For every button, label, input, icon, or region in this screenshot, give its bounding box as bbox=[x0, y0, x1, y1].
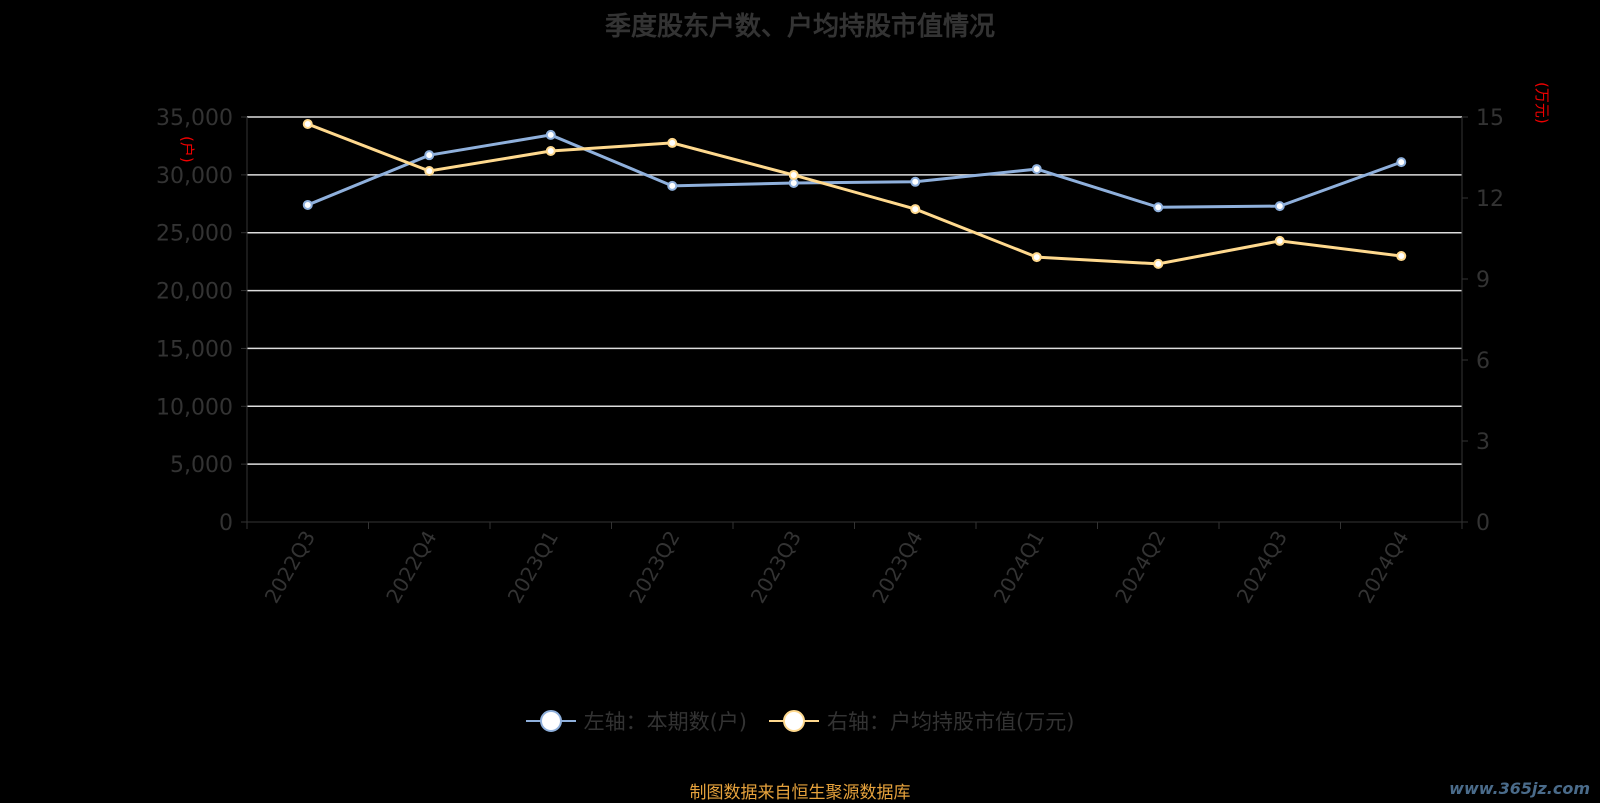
data-point bbox=[667, 137, 678, 148]
right-tick-label: 15 bbox=[1476, 106, 1504, 131]
data-point bbox=[545, 146, 556, 157]
data-point bbox=[910, 204, 921, 215]
data-point bbox=[424, 150, 435, 161]
x-tick-label: 2023Q2 bbox=[624, 527, 684, 608]
x-tick-label: 2022Q4 bbox=[381, 527, 441, 608]
right-tick-label: 3 bbox=[1476, 430, 1490, 455]
legend-label: 右轴：户均持股市值(万元) bbox=[827, 710, 1075, 734]
left-tick-label: 5,000 bbox=[170, 453, 233, 478]
legend: 左轴：本期数(户) 右轴：户均持股市值(万元) bbox=[0, 706, 1600, 736]
chart-title: 季度股东户数、户均持股市值情况 bbox=[604, 12, 995, 42]
legend-marker-icon bbox=[525, 710, 576, 732]
watermark: www.365jz.com bbox=[1449, 779, 1590, 798]
legend-marker-icon bbox=[769, 710, 819, 732]
legend-item-households[interactable]: 左轴：本期数(户) bbox=[525, 706, 747, 736]
left-tick-label: 25,000 bbox=[156, 222, 233, 247]
x-tick-label: 2023Q1 bbox=[503, 527, 563, 608]
data-point bbox=[424, 166, 435, 176]
legend-item-avg-value[interactable]: 右轴：户均持股市值(万元) bbox=[769, 706, 1074, 736]
data-point bbox=[667, 180, 678, 191]
series-line bbox=[307, 133, 1402, 209]
left-tick-label: 35,000 bbox=[156, 106, 233, 131]
data-point bbox=[1031, 252, 1042, 263]
x-tick-label: 2024Q4 bbox=[1353, 527, 1413, 608]
left-axis-name: (户) bbox=[178, 136, 196, 163]
data-point bbox=[1153, 202, 1164, 213]
legend-label: 左轴：本期数(户) bbox=[583, 710, 747, 734]
data-point bbox=[1396, 157, 1407, 168]
right-tick-label: 0 bbox=[1476, 511, 1490, 536]
left-tick-label: 20,000 bbox=[156, 280, 233, 305]
data-point bbox=[1031, 164, 1042, 175]
right-axis-name: (万元) bbox=[1533, 82, 1551, 124]
x-tick-label: 2022Q3 bbox=[260, 527, 320, 608]
data-point bbox=[1396, 251, 1407, 262]
left-tick-label: 0 bbox=[219, 511, 233, 536]
data-point bbox=[1274, 235, 1285, 246]
x-tick-label: 2024Q1 bbox=[989, 527, 1049, 608]
series-line bbox=[307, 122, 1402, 266]
x-tick-label: 2023Q4 bbox=[867, 527, 927, 608]
right-tick-label: 12 bbox=[1476, 187, 1504, 212]
right-tick-label: 6 bbox=[1476, 349, 1490, 374]
data-point bbox=[1274, 201, 1285, 212]
data-point bbox=[545, 129, 556, 140]
data-point bbox=[302, 199, 313, 210]
x-tick-label: 2024Q3 bbox=[1232, 527, 1292, 608]
x-tick-label: 2023Q3 bbox=[746, 527, 806, 608]
left-tick-label: 15,000 bbox=[156, 337, 233, 362]
data-point bbox=[788, 177, 799, 188]
data-point bbox=[910, 176, 921, 187]
right-tick-label: 9 bbox=[1476, 268, 1490, 293]
left-tick-label: 10,000 bbox=[156, 395, 233, 420]
data-point bbox=[788, 170, 799, 181]
data-point bbox=[302, 119, 313, 130]
left-tick-label: 30,000 bbox=[156, 164, 233, 189]
chart-canvas: 0 5,000 10,000 15,000 20,000 25,000 30,000 35,0… bbox=[156, 82, 1551, 608]
data-point bbox=[1153, 258, 1164, 269]
source-note: 制图数据来自恒生聚源数据库 bbox=[689, 783, 911, 803]
x-tick-label: 2024Q2 bbox=[1110, 527, 1170, 608]
